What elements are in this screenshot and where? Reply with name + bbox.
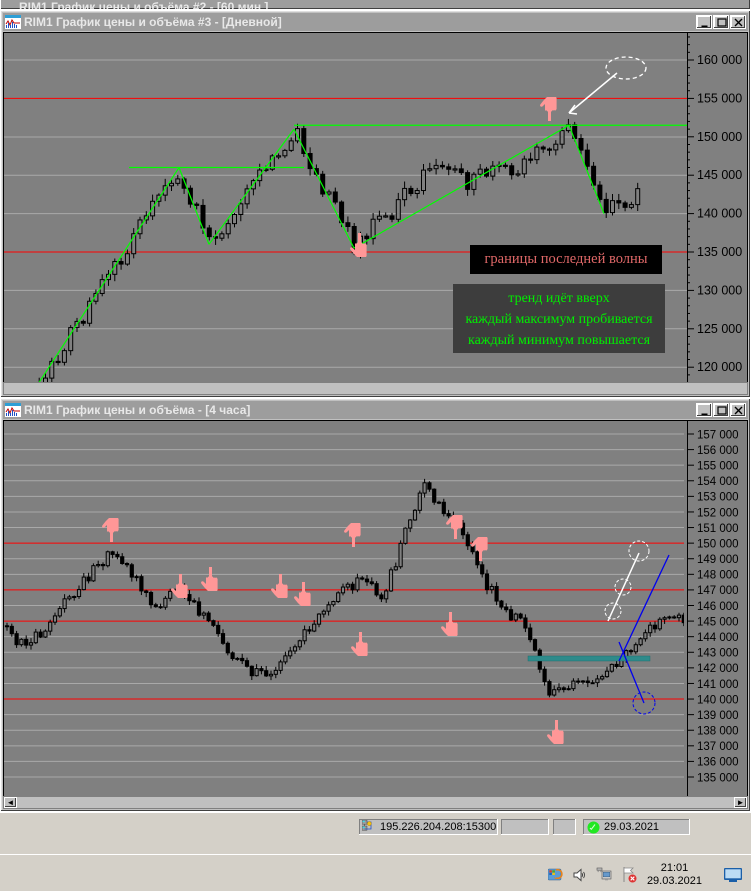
svg-text:136 000: 136 000	[697, 757, 739, 769]
svg-text:149 000: 149 000	[697, 554, 739, 566]
svg-text:157 000: 157 000	[697, 429, 739, 441]
svg-text:155 000: 155 000	[697, 460, 739, 472]
svg-text:150 000: 150 000	[697, 538, 739, 550]
svg-text:140 000: 140 000	[697, 694, 739, 706]
svg-text:125 000: 125 000	[697, 322, 742, 336]
svg-text:144 000: 144 000	[697, 632, 739, 644]
svg-text:151 000: 151 000	[697, 523, 739, 535]
svg-text:160 000: 160 000	[697, 53, 742, 67]
svg-text:143 000: 143 000	[697, 648, 739, 660]
svg-text:146 000: 146 000	[697, 601, 739, 613]
svg-text:154 000: 154 000	[697, 476, 739, 488]
svg-text:156 000: 156 000	[697, 445, 739, 457]
svg-text:148 000: 148 000	[697, 570, 739, 582]
svg-text:147 000: 147 000	[697, 585, 739, 597]
svg-text:135 000: 135 000	[697, 245, 742, 259]
svg-text:145 000: 145 000	[697, 616, 739, 628]
svg-text:140 000: 140 000	[697, 207, 742, 221]
svg-text:153 000: 153 000	[697, 492, 739, 504]
svg-text:145 000: 145 000	[697, 168, 742, 182]
svg-text:130 000: 130 000	[697, 283, 742, 297]
svg-text:155 000: 155 000	[697, 91, 742, 105]
svg-text:138 000: 138 000	[697, 726, 739, 738]
svg-text:137 000: 137 000	[697, 741, 739, 753]
svg-text:139 000: 139 000	[697, 710, 739, 722]
svg-text:150 000: 150 000	[697, 130, 742, 144]
svg-text:141 000: 141 000	[697, 679, 739, 691]
svg-text:135 000: 135 000	[697, 772, 739, 784]
svg-text:120 000: 120 000	[697, 360, 742, 374]
svg-text:142 000: 142 000	[697, 663, 739, 675]
svg-text:152 000: 152 000	[697, 507, 739, 519]
